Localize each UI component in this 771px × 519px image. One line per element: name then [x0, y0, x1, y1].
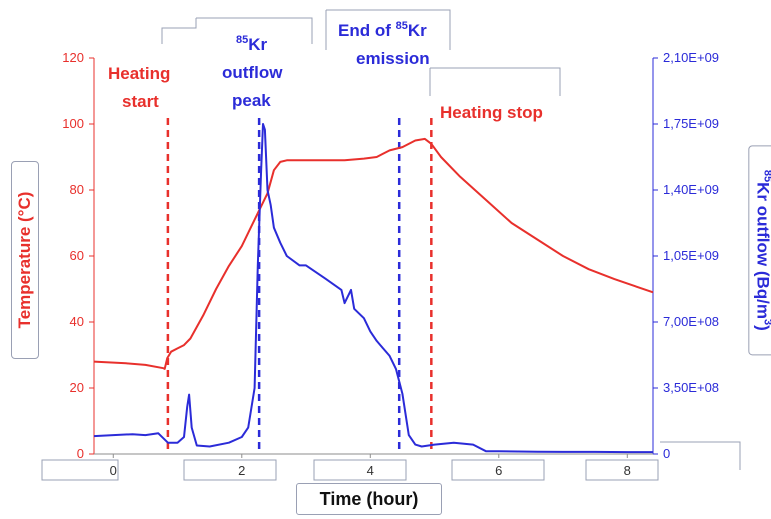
x-tick-label: 6 [495, 463, 502, 478]
x-tick-label: 2 [238, 463, 245, 478]
x-ticks: 0 2 4 6 8 [110, 454, 631, 478]
right-tick-label: 1,05E+09 [663, 248, 719, 263]
kr-outflow-line [93, 123, 653, 454]
annotation-peak-line1: 85Kr [236, 34, 268, 54]
left-tick-label: 100 [62, 116, 84, 131]
right-tick-label: 2,10E+09 [663, 50, 719, 65]
annotation-heating-stop: Heating stop [440, 103, 543, 122]
annotation-heating-start-line1: Heating [108, 64, 170, 83]
x-tick-label: 8 [624, 463, 631, 478]
annotation-peak-line2: outflow [222, 63, 283, 82]
right-ticks: 0 3,50E+08 7,00E+08 1,05E+09 1,40E+09 1,75E+0… [653, 50, 719, 461]
right-tick-label: 0 [663, 446, 670, 461]
y-axis-label-right: 85Kr outflow (Bq/m3) [748, 145, 771, 356]
series-lines [93, 123, 654, 454]
right-tick-label: 1,75E+09 [663, 116, 719, 131]
right-tick-label: 7,00E+08 [663, 314, 719, 329]
axes [93, 58, 654, 455]
annotation-heating-start-line2: start [122, 92, 159, 111]
left-tick-label: 40 [70, 314, 84, 329]
left-tick-label: 0 [77, 446, 84, 461]
right-tick-label: 1,40E+09 [663, 182, 719, 197]
label-boxes [41, 9, 741, 481]
temperature-line [93, 137, 654, 370]
annotations: Heating start 85Kr outflow peak End of 8… [108, 20, 543, 122]
left-tick-label: 80 [70, 182, 84, 197]
x-tick-label: 4 [367, 463, 374, 478]
annotation-peak-line3: peak [232, 91, 271, 110]
left-tick-label: 20 [70, 380, 84, 395]
x-axis-label: Time (hour) [296, 483, 442, 515]
y-axis-label-left: Temperature (°C) [11, 161, 39, 359]
left-tick-label: 120 [62, 50, 84, 65]
annotation-end-emission-line2: emission [356, 49, 430, 68]
x-tick-label: 0 [110, 463, 117, 478]
right-tick-label: 3,50E+08 [663, 380, 719, 395]
event-markers [166, 118, 433, 454]
annotation-end-emission-line1: End of 85Kr [338, 20, 427, 40]
left-tick-label: 60 [70, 248, 84, 263]
left-ticks: 0 20 40 60 80 100 120 [62, 50, 94, 461]
